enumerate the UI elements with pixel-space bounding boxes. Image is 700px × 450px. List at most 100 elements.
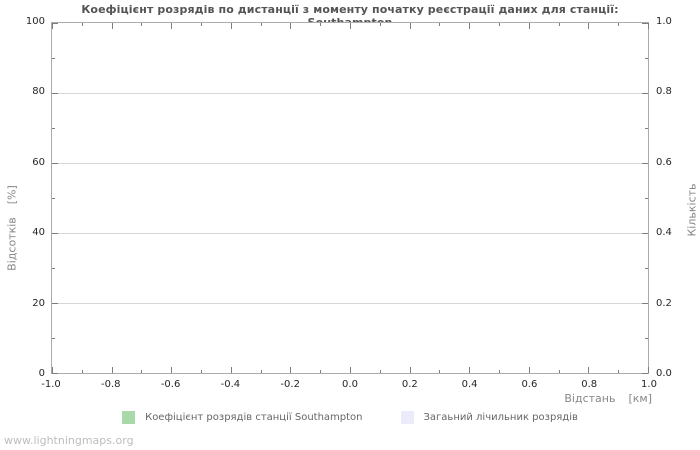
x-major-tick-bottom	[409, 367, 411, 373]
x-minor-tick-top	[260, 23, 262, 26]
plot-area	[51, 22, 649, 374]
y-axis-left-title-text: Відсотків	[5, 217, 19, 271]
x-major-tick-bottom	[350, 367, 351, 373]
legend-label: Коефіцієнт розрядів станції Southampton	[145, 411, 363, 423]
y-right-tick-label: 0.6	[656, 156, 672, 168]
x-minor-tick-bottom	[141, 370, 143, 373]
legend-swatch-green	[122, 410, 136, 424]
x-tick-label: -0.4	[220, 379, 241, 390]
y-right-tick-label: 0.4	[656, 227, 672, 239]
y-major-tick-left	[52, 93, 58, 94]
x-axis-title: Відстань [км]	[564, 392, 652, 405]
x-minor-tick-top	[618, 23, 620, 26]
y-minor-tick-right	[645, 268, 648, 269]
gridline	[52, 93, 648, 94]
y-major-tick-right	[642, 23, 648, 24]
x-major-tick-bottom	[111, 367, 113, 373]
x-major-tick-bottom	[290, 367, 292, 373]
x-major-tick-bottom	[52, 367, 53, 373]
x-minor-tick-bottom	[260, 370, 262, 373]
x-major-tick-top	[588, 23, 590, 29]
y-right-tick-label: 0.8	[656, 86, 672, 98]
y-left-tick-label: 0	[38, 368, 45, 379]
y-minor-tick-left	[52, 268, 55, 269]
gridline	[52, 303, 648, 304]
x-tick-label: 0.6	[521, 379, 538, 390]
y-major-tick-left	[52, 233, 58, 234]
x-tick-label: -1.0	[41, 379, 61, 390]
y-right-tick-label: 0.0	[656, 368, 672, 379]
gridline	[52, 233, 648, 234]
y-right-tick-label: 0.2	[656, 297, 672, 309]
x-tick-label: -0.2	[280, 379, 300, 390]
x-major-tick-top	[528, 23, 530, 29]
y-left-tick-label: 40	[32, 227, 45, 239]
x-minor-tick-top	[141, 23, 143, 26]
y-left-tick-label: 80	[32, 86, 45, 98]
x-tick-label: -0.6	[160, 379, 181, 390]
y-minor-tick-left	[52, 338, 55, 339]
x-minor-tick-bottom	[439, 370, 441, 373]
y-left-tick-label: 20	[32, 297, 45, 309]
x-major-tick-top	[469, 23, 471, 29]
x-minor-tick-top	[379, 23, 381, 26]
x-axis-title-text: Відстань	[564, 392, 616, 405]
x-minor-tick-bottom	[558, 370, 560, 373]
x-major-tick-bottom	[469, 367, 471, 373]
x-major-tick-bottom	[588, 367, 590, 373]
x-minor-tick-bottom	[618, 370, 620, 373]
y-major-tick-left	[52, 373, 58, 374]
x-tick-label: 0.0	[342, 379, 358, 390]
legend-item-station-coefficient: Коефіцієнт розрядів станції Southampton	[122, 410, 363, 424]
x-major-tick-bottom	[171, 367, 173, 373]
x-major-tick-top	[52, 23, 53, 29]
y-minor-tick-right	[645, 338, 648, 339]
y-left-tick-label: 100	[25, 16, 45, 27]
y-minor-tick-left	[52, 198, 55, 199]
legend-label: Загаьний лічильник розрядів	[423, 411, 578, 423]
y-minor-tick-right	[645, 58, 648, 59]
x-minor-tick-bottom	[499, 370, 500, 373]
y-major-tick-right	[642, 303, 648, 304]
gridline	[52, 163, 648, 164]
x-major-tick-top	[171, 23, 173, 29]
y-major-tick-left	[52, 303, 58, 304]
x-tick-label: 0.2	[401, 379, 418, 390]
y-minor-tick-right	[645, 198, 648, 199]
y-right-tick-label: 1.0	[656, 16, 672, 27]
y-major-tick-left	[52, 23, 58, 24]
y-minor-tick-left	[52, 128, 55, 129]
x-major-tick-bottom	[648, 367, 649, 373]
x-minor-tick-bottom	[201, 370, 202, 373]
y-major-tick-right	[642, 373, 648, 374]
y-minor-tick-right	[645, 128, 648, 129]
y-axis-left-unit: [%]	[5, 185, 19, 205]
x-minor-tick-bottom	[320, 370, 322, 373]
legend-item-total-counter: Загаьний лічильник розрядів	[400, 410, 578, 424]
watermark: www.lightningmaps.org	[4, 434, 134, 447]
x-major-tick-top	[111, 23, 113, 29]
y-minor-tick-left	[52, 58, 55, 59]
chart-legend: Коефіцієнт розрядів станції Southampton …	[0, 408, 700, 426]
y-major-tick-left	[52, 163, 58, 164]
x-tick-label: 0.4	[461, 379, 478, 390]
x-major-tick-top	[648, 23, 649, 29]
x-major-tick-bottom	[528, 367, 530, 373]
x-minor-tick-top	[558, 23, 560, 26]
x-major-tick-top	[409, 23, 411, 29]
x-minor-tick-bottom	[379, 370, 381, 373]
y-major-tick-right	[642, 93, 648, 94]
x-minor-tick-bottom	[81, 370, 83, 373]
x-tick-label: 1.0	[641, 379, 657, 390]
x-major-tick-top	[350, 23, 351, 29]
x-tick-label: 0.8	[581, 379, 598, 390]
x-minor-tick-top	[320, 23, 322, 26]
y-major-tick-right	[642, 163, 648, 164]
y-left-tick-label: 60	[32, 156, 45, 168]
x-minor-tick-top	[439, 23, 441, 26]
x-major-tick-top	[230, 23, 232, 29]
legend-swatch-lavender	[400, 410, 414, 424]
x-major-tick-bottom	[230, 367, 232, 373]
x-minor-tick-top	[499, 23, 500, 26]
